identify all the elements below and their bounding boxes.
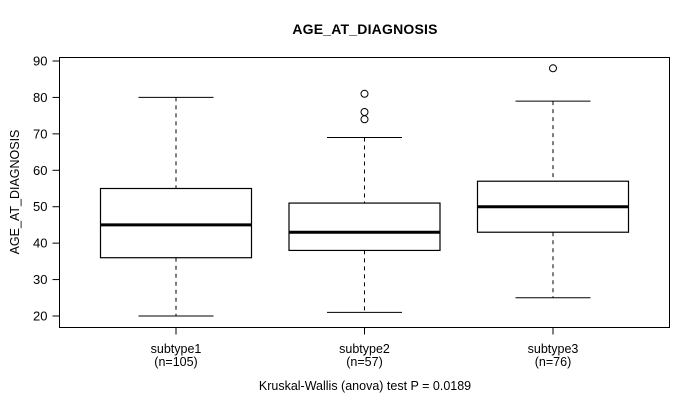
y-tick-label: 20 (33, 309, 47, 324)
x-group-sublabel: (n=105) (154, 355, 197, 369)
iqr-box (288, 202, 441, 252)
x-group-label: subtype3 (528, 342, 579, 356)
outlier-point (549, 64, 557, 73)
y-tick-label: 70 (33, 126, 47, 141)
iqr-box (99, 187, 253, 259)
y-tick-label: 60 (33, 163, 47, 178)
y-tick-label: 30 (33, 272, 47, 287)
x-group-sublabel: (n=57) (346, 355, 382, 369)
x-group-label: subtype1 (151, 342, 202, 356)
outlier-point (360, 108, 369, 116)
y-tick-label: 40 (33, 236, 47, 251)
y-tick-label: 50 (33, 199, 47, 214)
y-tick-label: 80 (33, 90, 47, 105)
outlier-point (360, 115, 369, 124)
outlier-point (360, 89, 369, 98)
x-group-sublabel: (n=76) (535, 355, 571, 369)
x-group-label: subtype2 (339, 342, 390, 356)
caption-text: Kruskal-Wallis (anova) test P = 0.0189 (258, 379, 472, 393)
y-tick-label: 90 (33, 54, 47, 69)
chart-title: AGE_AT_DIAGNOSIS (292, 21, 438, 37)
